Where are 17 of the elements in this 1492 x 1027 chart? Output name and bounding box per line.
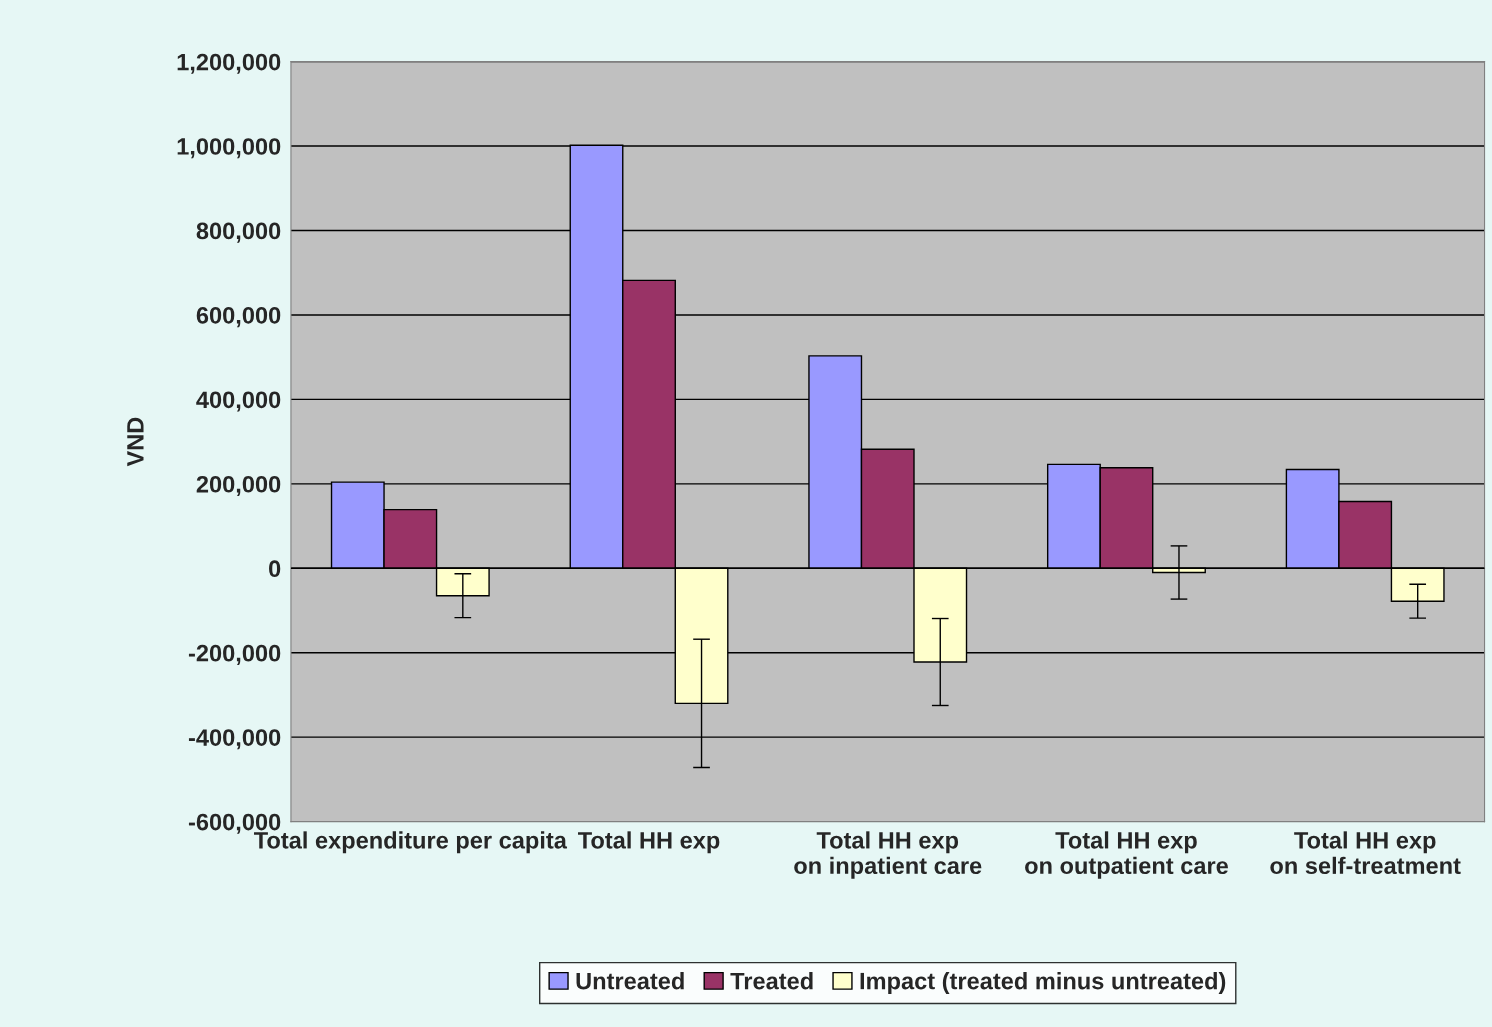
y-tick-label: -400,000 <box>188 729 281 750</box>
legend-label: Untreated <box>576 972 684 990</box>
x-tick-label: Total HH exp on self-treatment <box>1270 831 1461 875</box>
x-tick-label: Total HH exp <box>578 831 720 854</box>
y-tick-label: 600,000 <box>196 307 281 328</box>
y-tick-label: 0 <box>269 560 281 578</box>
legend-label: Treated <box>730 972 813 990</box>
y-tick-label: -200,000 <box>188 644 281 665</box>
y-tick-label: 1,200,000 <box>177 53 281 74</box>
y-tick-label: 800,000 <box>196 222 281 243</box>
y-tick-label: 200,000 <box>196 475 281 497</box>
y-axis-title: VND <box>127 417 144 467</box>
legend-label: Impact (treated minus untreated) <box>860 972 1226 995</box>
y-tick-label: 1,000,000 <box>177 138 281 159</box>
y-tick-label: 400,000 <box>196 391 281 412</box>
x-tick-label: Total HH exp on outpatient care <box>1025 831 1228 879</box>
x-tick-label: Total HH exp on inpatient care <box>794 831 982 879</box>
